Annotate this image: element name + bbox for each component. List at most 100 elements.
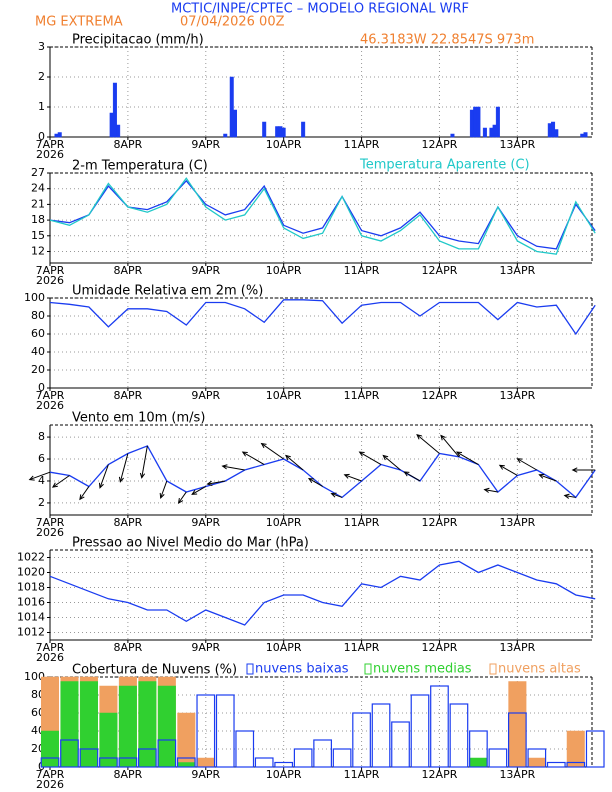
x-tick-label: 8APR <box>113 264 142 277</box>
x-tick-label: 7APR <box>36 138 65 151</box>
y-tick-label: 8 <box>38 430 45 443</box>
panel-title: Cobertura de Nuvens (%) <box>72 663 237 678</box>
arrow-shaft <box>499 464 518 476</box>
bar <box>79 748 99 768</box>
y-tick-label: 6 <box>38 452 45 465</box>
arrow-head <box>403 471 410 477</box>
x-tick-label: 12APR <box>422 516 458 529</box>
bar <box>57 132 62 138</box>
arrow-shaft <box>484 489 498 493</box>
bar <box>232 109 237 138</box>
arrow-head <box>538 473 545 479</box>
bar <box>527 757 546 768</box>
arrow-head <box>139 472 146 479</box>
arrow-shaft <box>440 435 460 458</box>
wind-arrow <box>516 458 538 471</box>
bar <box>262 121 267 138</box>
bar <box>469 757 488 768</box>
run-time: 07/04/2026 00Z <box>180 15 285 30</box>
arrow-head <box>191 489 198 495</box>
bar <box>196 757 215 768</box>
y-tick-label: 15 <box>31 229 45 242</box>
arrow-shaft <box>517 458 538 471</box>
x-tick-label: 9APR <box>191 264 220 277</box>
arrow-head <box>177 497 184 504</box>
y-tick-label: 1018 <box>17 581 45 594</box>
arrow-shaft <box>178 491 187 504</box>
bar <box>116 124 121 138</box>
year-label: 2026 <box>36 148 64 161</box>
y-tick-label: 20 <box>31 363 45 376</box>
panel-title: Pressao ao Nivel Medio do Mar (hPa) <box>72 536 309 551</box>
arrow-head <box>98 482 104 489</box>
bar <box>482 127 487 138</box>
arrow-head <box>260 442 267 449</box>
bar <box>430 685 449 768</box>
bar <box>585 730 605 768</box>
wind-arrow <box>260 442 284 460</box>
x-tick-label: 8APR <box>113 641 142 654</box>
bar <box>229 76 234 138</box>
bar <box>223 133 228 138</box>
x-tick-label: 7APR <box>36 641 65 654</box>
bar <box>508 681 527 768</box>
wind-arrow <box>307 478 323 487</box>
arrow-shaft <box>344 474 362 482</box>
x-tick-label: 11APR <box>344 138 380 151</box>
year-label: 2026 <box>36 778 64 791</box>
x-tick-label: 7APR <box>36 768 65 781</box>
coordinates: 46.3183W 22.8547S 973m <box>360 33 534 48</box>
bar <box>352 712 371 768</box>
x-tick-label: 10APR <box>266 389 302 402</box>
arrow-head <box>516 458 523 464</box>
bar <box>112 82 117 138</box>
x-tick-label: 12APR <box>422 264 458 277</box>
bar <box>473 106 478 138</box>
bar <box>254 757 274 768</box>
bar <box>177 762 196 768</box>
bar <box>99 712 118 768</box>
arrow-shaft <box>119 453 129 482</box>
y-tick-label: 80 <box>31 309 45 322</box>
line <box>49 299 596 336</box>
arrow-shaft <box>359 451 382 465</box>
bar <box>281 127 286 138</box>
x-tick-label: 8APR <box>113 516 142 529</box>
wind-arrow <box>330 492 343 498</box>
bar <box>583 132 588 138</box>
arrow-head <box>206 480 213 486</box>
year-label: 2026 <box>36 274 64 287</box>
y-tick-label: 0 <box>38 130 45 143</box>
arrow-head <box>330 492 337 498</box>
wind-arrow <box>285 454 304 471</box>
year-label: 2026 <box>36 651 64 664</box>
wind-arrow <box>416 433 440 454</box>
bar <box>332 748 352 768</box>
bar <box>278 126 283 138</box>
arrow-shaft <box>79 486 90 500</box>
bar <box>554 129 559 138</box>
y-tick-label: 40 <box>31 345 45 358</box>
y-tick-label: 2 <box>38 70 45 83</box>
arrow-shaft <box>456 451 479 465</box>
bar <box>547 123 552 138</box>
bar <box>580 133 585 138</box>
wind-arrow <box>98 464 109 489</box>
arrow-shaft <box>416 434 440 454</box>
arrow-shaft <box>191 486 207 495</box>
panel-title: Precipitacao (mm/h) <box>72 33 204 48</box>
arrow-head <box>307 478 315 484</box>
bar <box>489 127 494 138</box>
wind-arrow <box>159 480 168 499</box>
bar <box>495 106 500 138</box>
x-tick-label: 10APR <box>266 641 302 654</box>
wind-arrow <box>221 464 245 471</box>
arrow-head <box>571 467 578 473</box>
bar <box>275 126 280 138</box>
x-tick-label: 9APR <box>191 138 220 151</box>
bar <box>215 694 235 768</box>
x-tick-label: 11APR <box>344 516 380 529</box>
bar <box>492 124 497 138</box>
arrow-shaft <box>382 455 401 471</box>
arrow-head <box>483 487 490 493</box>
